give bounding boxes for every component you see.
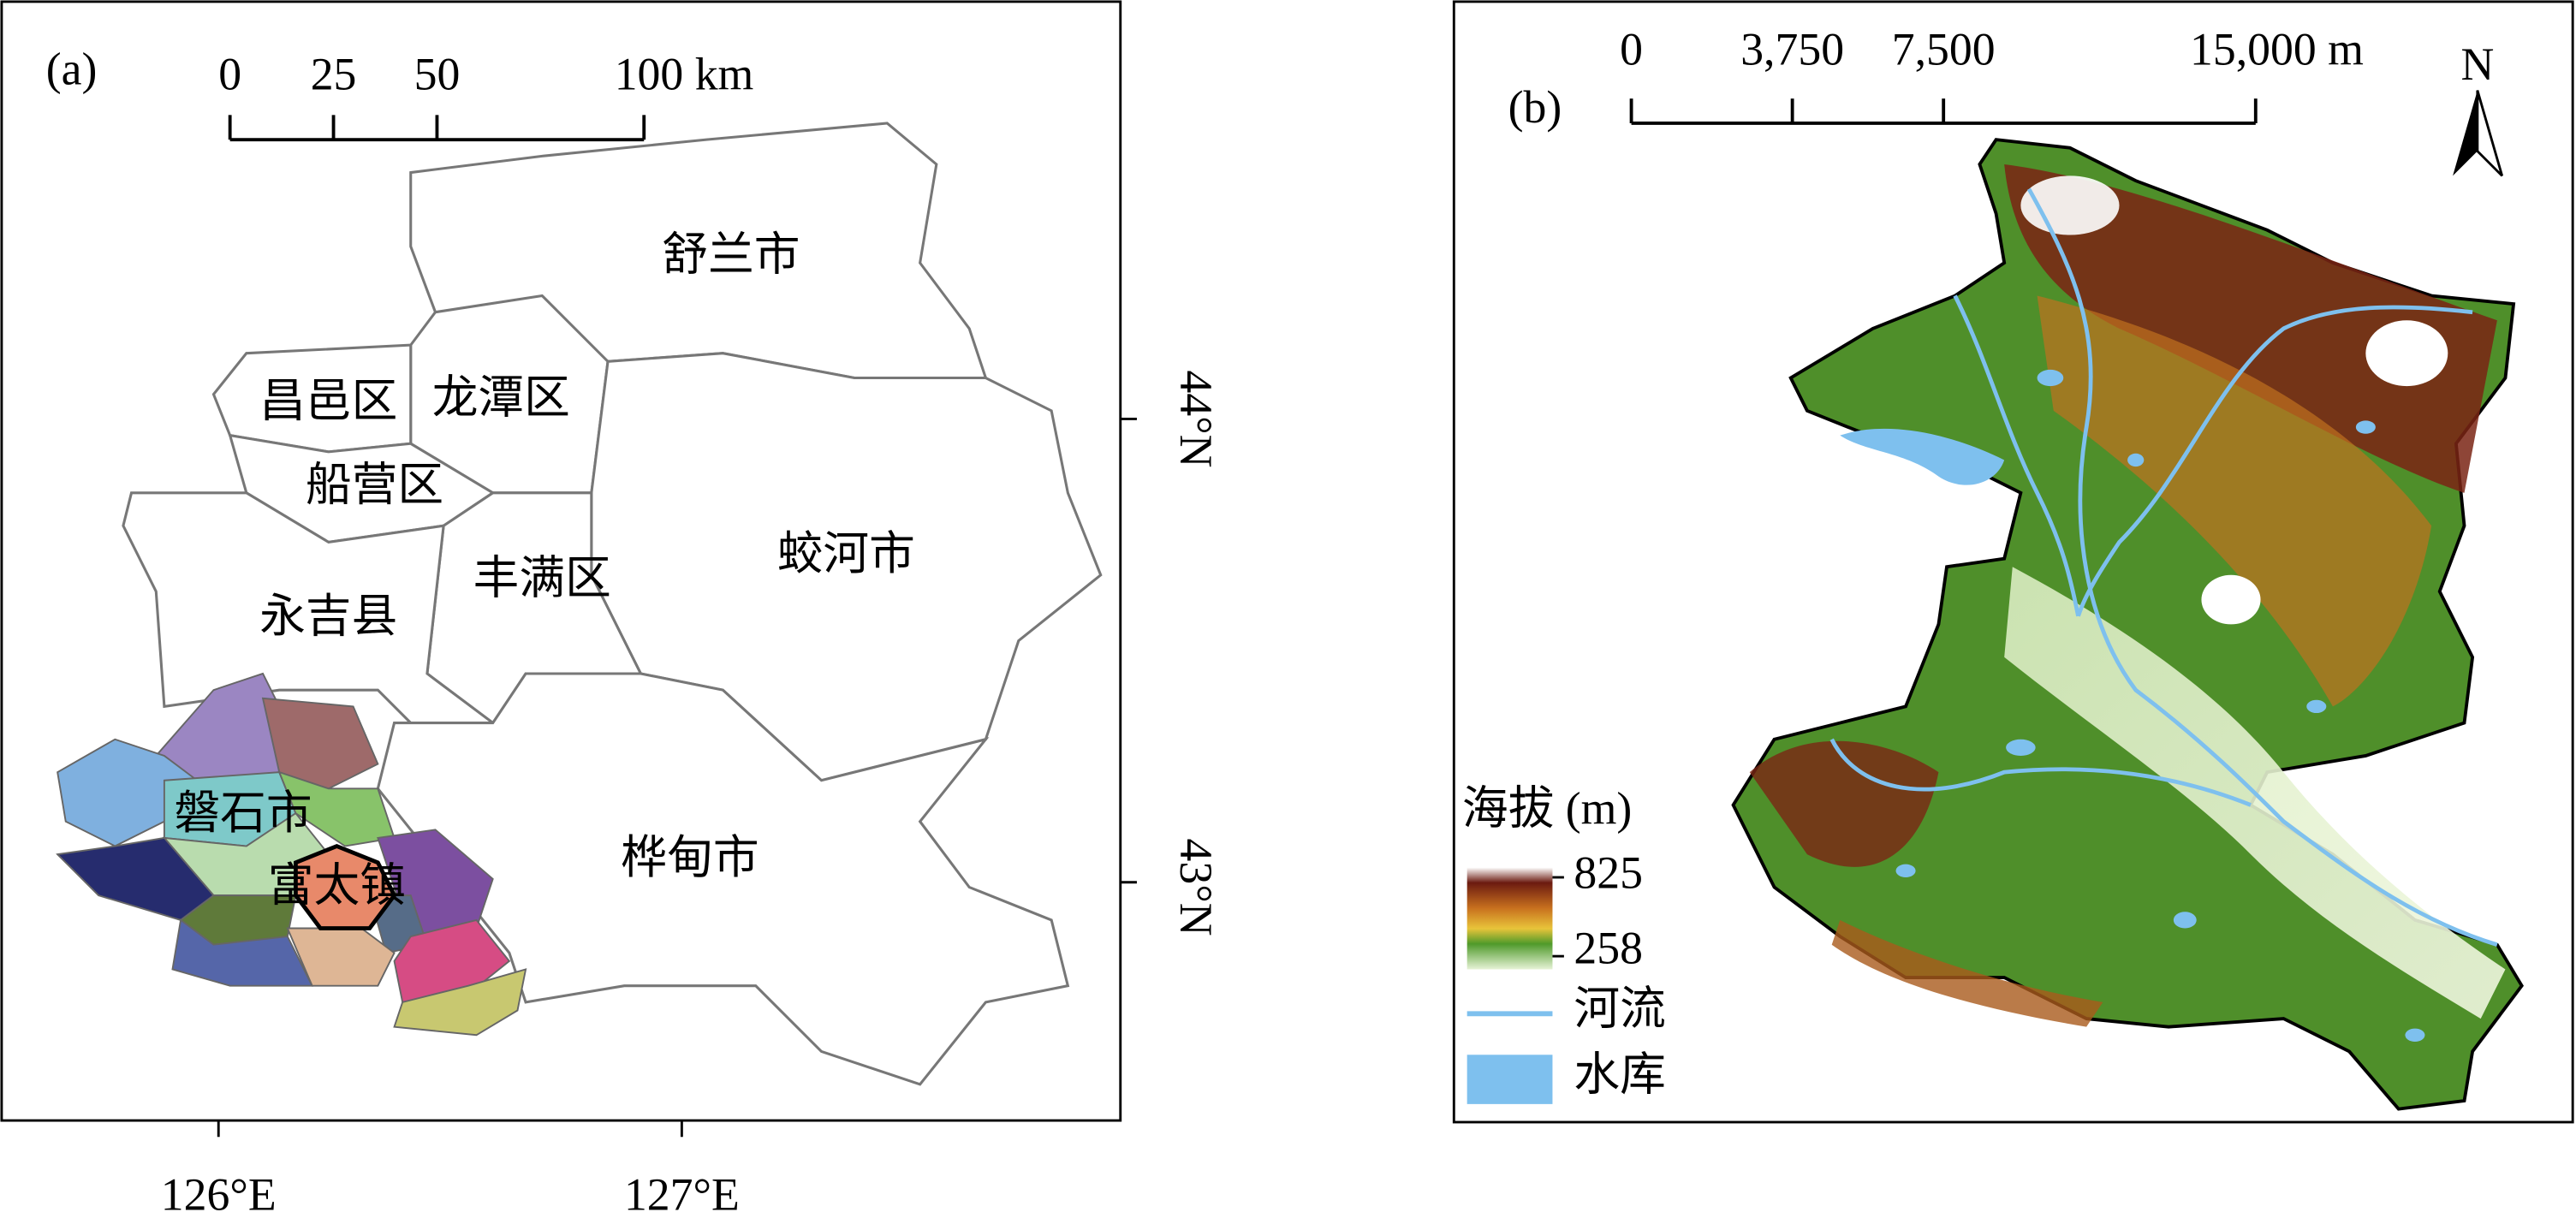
- region-label: 桦甸市: [621, 832, 759, 883]
- scale-bar: [228, 115, 646, 142]
- longitude-label: 127°E: [624, 1169, 740, 1221]
- latitude-label: 43°N: [1170, 839, 1222, 936]
- region-label: 丰满区: [473, 553, 611, 604]
- reservoir-swatch: [1466, 1055, 1553, 1104]
- legend-label: 258: [1574, 923, 1643, 974]
- regions: [56, 122, 1103, 1086]
- scale-label: 15,000 m: [2190, 24, 2364, 75]
- scale-label: 50: [414, 48, 461, 99]
- latitude-label: 44°N: [1170, 370, 1222, 467]
- north-label: N: [2460, 39, 2494, 90]
- region-label: 船营区: [306, 459, 443, 510]
- region-label: 昌邑区: [259, 375, 397, 426]
- scale-label: 100 km: [615, 48, 754, 99]
- panel-b: (b) 0 3,750 7,500 15,000 m N: [1452, 0, 2574, 1124]
- scale-label: 0: [1620, 24, 1643, 75]
- region-label: 龙潭区: [432, 372, 570, 424]
- graticule-ticks: [217, 418, 1137, 1138]
- elevation-ramp: [1466, 867, 1553, 970]
- legend-label: 河流: [1574, 983, 1665, 1035]
- panel-label: (b): [1508, 81, 1562, 133]
- region-label: 富太镇: [268, 860, 406, 912]
- longitude-label: 126°E: [161, 1169, 277, 1221]
- legend-label: 水库: [1574, 1049, 1665, 1100]
- scale-bar: [1629, 98, 2258, 125]
- north-arrow: [2476, 90, 2504, 177]
- panel-label: (a): [46, 44, 98, 95]
- legend-title: 海拔 (m): [1462, 782, 1632, 834]
- scale-label: 7,500: [1892, 24, 1996, 75]
- fu-tai-town: [294, 843, 397, 930]
- region-label: 蛟河市: [777, 528, 915, 579]
- region-label: 永吉县: [259, 591, 397, 642]
- region-label: 磐石市: [174, 787, 312, 839]
- scale-label: 0: [218, 48, 241, 99]
- scale-label: 25: [311, 48, 357, 99]
- panel-a: (a) 0 25 50 100 km: [0, 0, 1222, 1221]
- scale-label: 3,750: [1740, 24, 1844, 75]
- region-label: 舒兰市: [662, 229, 800, 281]
- north-arrow: [2453, 90, 2478, 176]
- legend-label: 825: [1574, 847, 1643, 898]
- dem-map: [1731, 138, 2524, 1111]
